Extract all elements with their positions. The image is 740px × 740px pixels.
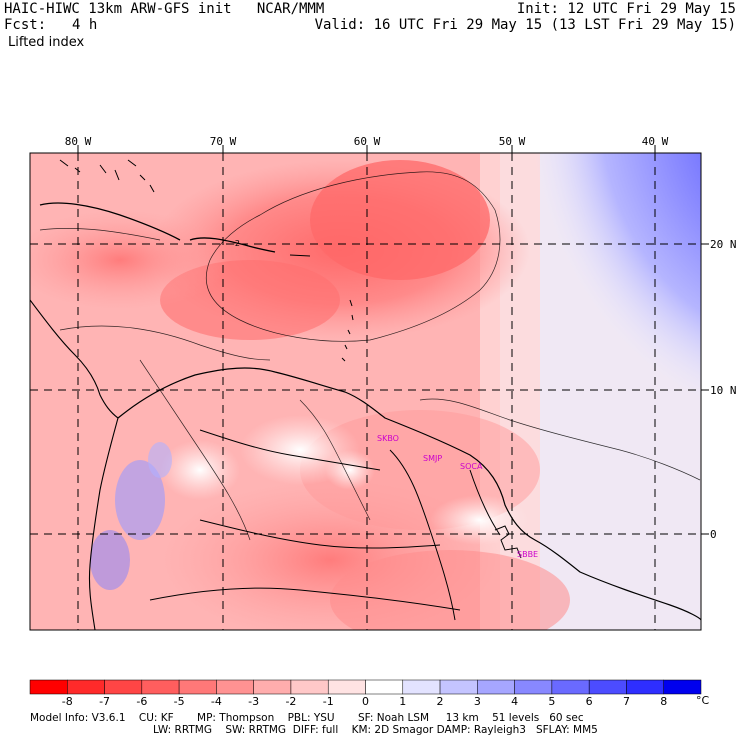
colorbar-tick-label: -4 — [210, 695, 222, 708]
forecast-label: Fcst: — [4, 17, 47, 33]
colorbar-tick-label: 7 — [622, 695, 630, 708]
lon-label-40w: 40 W — [642, 135, 669, 148]
colorbar-tick-label: 6 — [585, 695, 593, 708]
run-title: HAIC-HIWC 13km ARW-GFS init NCAR/MMM — [4, 1, 325, 17]
colorbar-tick-label: 2 — [436, 695, 444, 708]
lon-ticks — [77, 145, 656, 153]
station-smjp: SMJP — [423, 454, 442, 463]
model-info-line1: Model Info: V3.6.1 CU: KF MP: Thompson P… — [30, 712, 584, 724]
lat-ticks — [701, 243, 709, 535]
field-name: Lifted index — [8, 35, 85, 50]
colorbar-tick-label: 0 — [362, 695, 369, 708]
colorbar-swatch — [141, 679, 180, 695]
colorbar-swatch — [178, 679, 217, 695]
colorbar-tick-label: 4 — [511, 695, 519, 708]
valid-time: Valid: 16 UTC Fri 29 May 15 (13 LST Fri … — [314, 17, 736, 33]
lat-label-10n: 10 N — [710, 384, 737, 397]
station-sbbe: SBBE — [517, 550, 538, 559]
station-skbo: SKBO — [377, 434, 399, 443]
colorbar-tick-label: -7 — [99, 695, 111, 708]
colorbar-tick-label: -3 — [248, 695, 260, 708]
lon-label-60w: 60 W — [354, 135, 381, 148]
colorbar-tick-label: -5 — [173, 695, 185, 708]
colorbar-tick-label: 1 — [399, 695, 407, 708]
colorbar-unit: °C — [696, 694, 710, 707]
colorbar — [29, 679, 702, 695]
colorbar-swatch — [588, 679, 627, 695]
colorbar-swatch — [216, 679, 254, 695]
contour-label: -2 — [232, 239, 240, 248]
colorbar-swatch — [29, 679, 68, 695]
station-soca: SOCA — [460, 462, 483, 471]
colorbar-swatch — [626, 679, 664, 695]
colorbar-swatch — [104, 679, 143, 695]
colorbar-swatch — [67, 679, 105, 695]
lon-label-80w: 80 W — [65, 135, 92, 148]
lon-label-70w: 70 W — [210, 135, 237, 148]
coastlines — [30, 159, 701, 630]
lat-label-20n: 20 N — [710, 238, 737, 251]
lon-label-50w: 50 W — [499, 135, 526, 148]
colorbar-swatch — [551, 679, 590, 695]
forecast-hour: 4 h — [72, 17, 98, 33]
shaded-field — [30, 153, 701, 630]
colorbar-swatch — [439, 679, 478, 695]
colorbar-swatch — [365, 679, 404, 695]
colorbar-tick-label: -6 — [136, 695, 148, 708]
lat-label-0: 0 — [710, 528, 717, 541]
colorbar-swatch — [514, 679, 553, 695]
map-frame — [29, 152, 702, 631]
colorbar-tick-label: 3 — [473, 695, 481, 708]
graticule — [30, 153, 701, 630]
colorbar-tick-label: -8 — [61, 695, 73, 708]
colorbar-swatch — [663, 679, 702, 695]
colorbar-swatch — [402, 679, 441, 695]
colorbar-swatch — [477, 679, 515, 695]
colorbar-swatch — [327, 679, 366, 695]
colorbar-tick-label: -2 — [285, 695, 297, 708]
colorbar-tick-label: 8 — [660, 695, 668, 708]
li-contours — [39, 171, 701, 541]
colorbar-tick-label: 5 — [548, 695, 556, 708]
colorbar-tick-label: -1 — [322, 695, 334, 708]
colorbar-swatch — [253, 679, 292, 695]
colorbar-swatch — [290, 679, 329, 695]
model-info-line2: LW: RRTMG SW: RRTMG DIFF: full KM: 2D Sm… — [153, 724, 598, 736]
init-time: Init: 12 UTC Fri 29 May 15 — [516, 1, 736, 17]
